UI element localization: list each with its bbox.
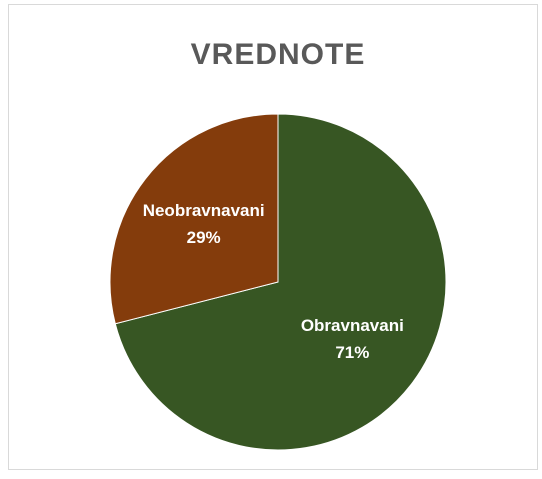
slice-value-label: 71% [335,343,369,362]
slice-label: Neobravnavani [143,201,265,220]
chart-title: VREDNOTE [191,38,366,71]
slice-value-label: 29% [187,228,221,247]
pie-slice [114,113,447,451]
slice-label: Obravnavani [301,316,404,335]
pie-slice [109,113,279,325]
